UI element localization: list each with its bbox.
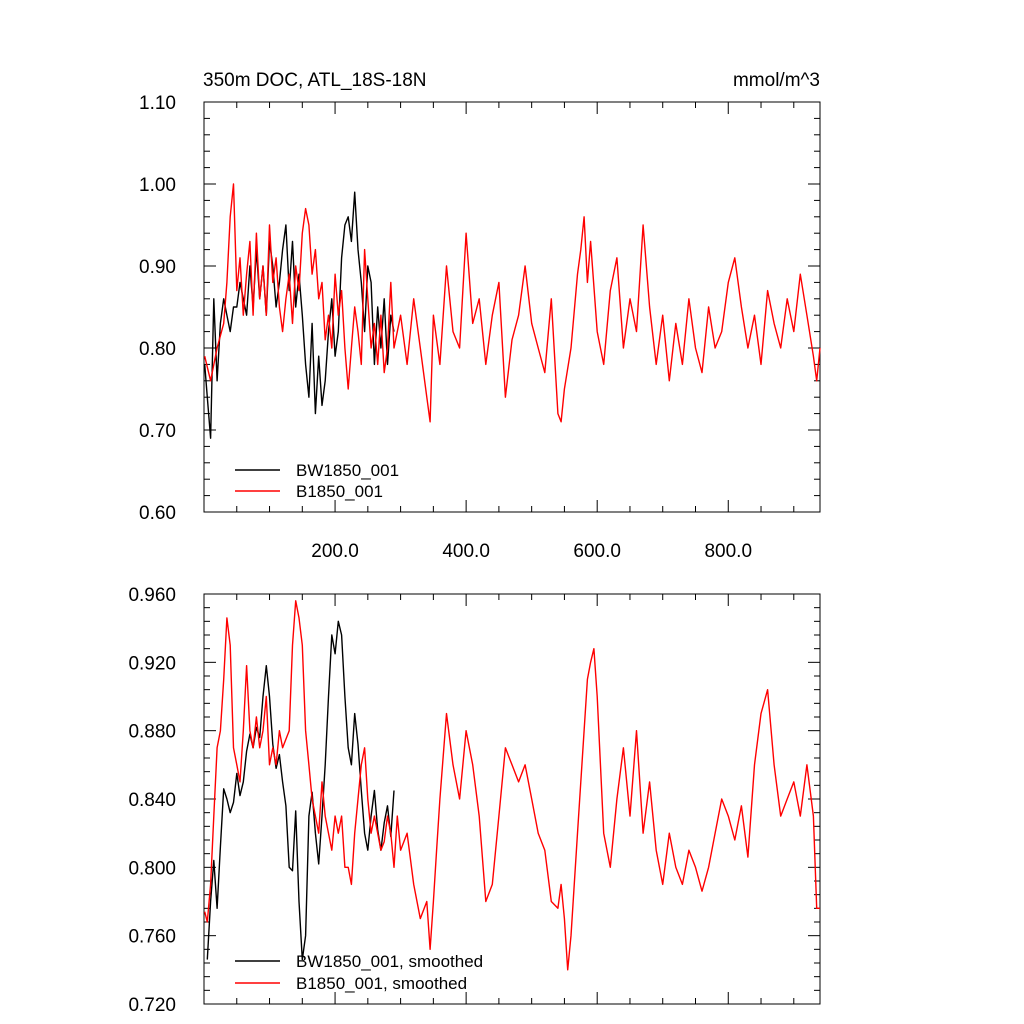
chart-title-left: 350m DOC, ATL_18S-18N [203,70,427,91]
legend-label-b1850-smoothed: B1850_001, smoothed [296,974,467,993]
y-tick-label: 0.70 [139,421,176,442]
series-lines [204,183,821,439]
y-tick-labels: 0.60 0.70 0.80 0.90 1.00 1.10 [139,93,176,524]
y-tick-label: 0.960 [128,585,176,606]
plot-frame [203,593,821,1005]
y-tick-label: 0.880 [128,722,176,743]
series-lines [204,600,820,971]
y-tick-label: 0.90 [139,257,176,278]
y-tick-label: 0.920 [128,653,176,674]
y-tick-label: 1.10 [139,93,176,114]
y-tick-label: 0.720 [128,995,176,1016]
top-panel: 350m DOC, ATL_18S-18N mmol/m^3 0.600.700… [139,70,821,562]
y-tick-label: 1.00 [139,175,176,196]
series-line-0 [206,620,395,961]
chart-title-right: mmol/m^3 [733,70,820,91]
legend: BW1850_001 B1850_001 [235,461,399,501]
x-tick-label: 800.0 [704,541,752,562]
y-tick-label: 0.840 [128,790,176,811]
legend-label-bw1850: BW1850_001 [296,461,399,480]
legend: BW1850_001, smoothed B1850_001, smoothed [235,952,483,993]
axis-ticks [204,101,820,513]
y-tick-label: 0.80 [139,339,176,360]
series-line-1 [204,183,821,423]
y-tick-label: 0.60 [139,503,176,524]
axis-ticks [204,593,820,1005]
bottom-panel: 0.720 0.760 0.800 0.840 0.880 0.920 0.960 BW18… [128,585,821,1016]
series-line-1 [204,600,820,971]
y-tick-label: 0.760 [128,927,176,948]
series-line-0 [204,191,395,439]
y-tick-labels: 0.720 0.760 0.800 0.840 0.880 0.920 0.960 [128,585,176,1016]
y-tick-label: 0.800 [128,858,176,879]
x-tick-label: 200.0 [311,541,359,562]
plot-frame [203,101,821,513]
x-tick-label: 400.0 [442,541,490,562]
x-tick-labels: 200.0 400.0 600.0 800.0 [311,541,752,562]
legend-label-bw1850-smoothed: BW1850_001, smoothed [296,952,483,971]
x-tick-label: 600.0 [573,541,621,562]
legend-label-b1850: B1850_001 [296,482,383,501]
